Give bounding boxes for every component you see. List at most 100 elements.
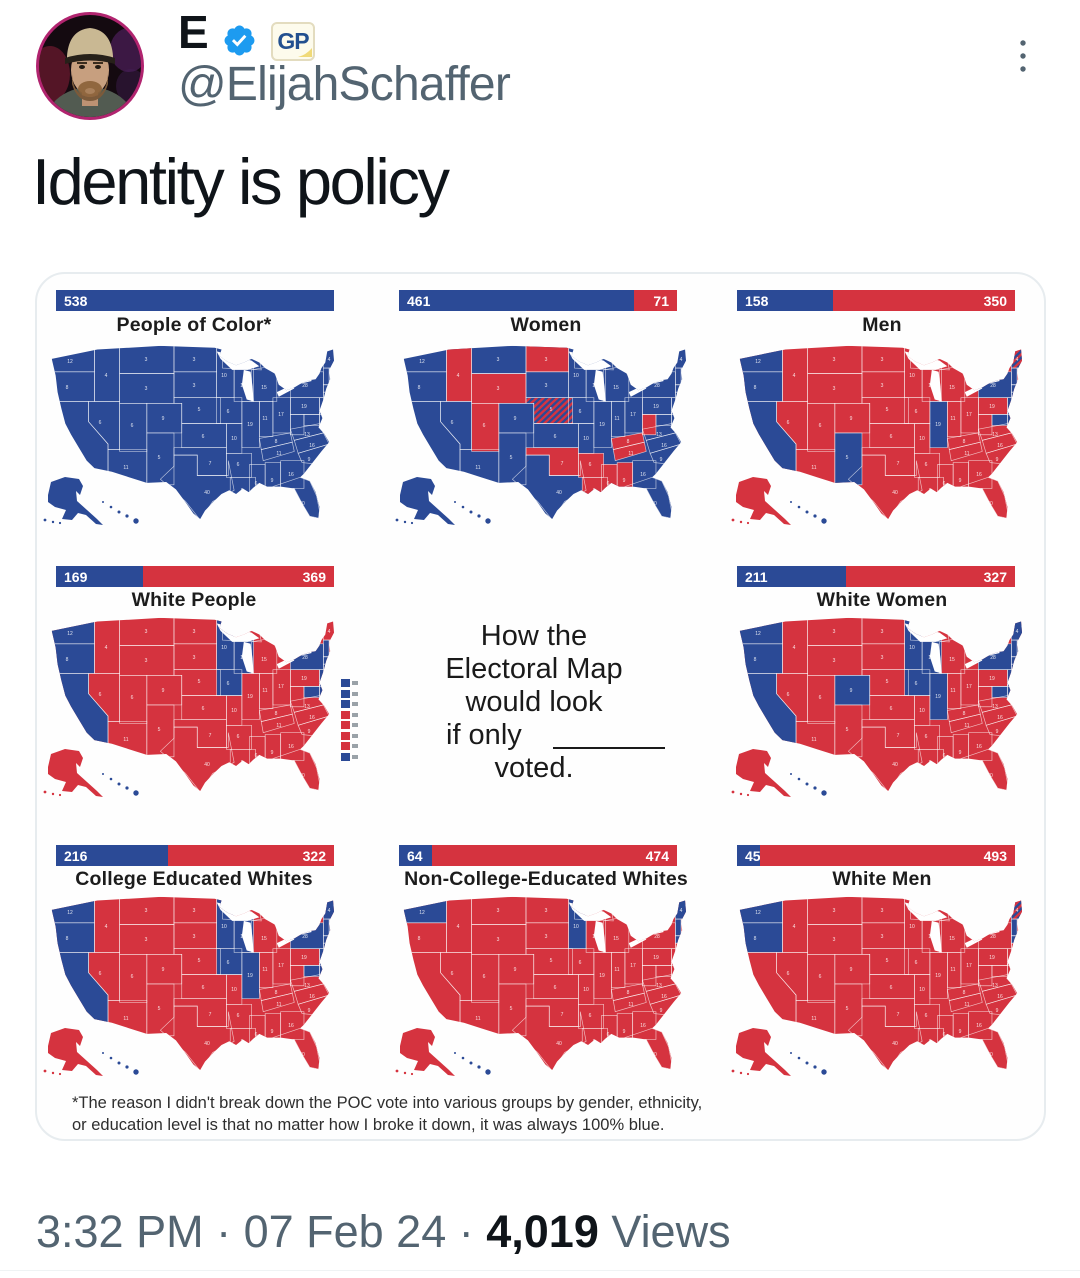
- svg-text:8: 8: [241, 488, 244, 494]
- svg-text:10: 10: [909, 645, 915, 651]
- svg-text:11: 11: [475, 465, 480, 471]
- svg-text:3: 3: [193, 383, 196, 389]
- svg-text:9: 9: [850, 688, 853, 694]
- svg-text:19: 19: [935, 973, 941, 979]
- svg-text:8: 8: [241, 760, 244, 766]
- svg-text:19: 19: [989, 955, 995, 961]
- svg-text:15: 15: [613, 385, 619, 391]
- svg-text:6: 6: [787, 420, 790, 426]
- svg-text:7: 7: [209, 1012, 212, 1018]
- svg-text:13: 13: [304, 983, 310, 989]
- svg-text:10: 10: [919, 987, 925, 993]
- svg-text:9: 9: [162, 967, 165, 973]
- svg-text:6: 6: [451, 971, 454, 977]
- svg-text:8: 8: [963, 990, 966, 996]
- svg-text:3: 3: [833, 357, 836, 363]
- svg-text:12: 12: [419, 359, 425, 365]
- svg-text:5: 5: [198, 958, 201, 964]
- svg-text:6: 6: [943, 481, 946, 487]
- svg-text:4: 4: [1016, 357, 1019, 363]
- svg-text:10: 10: [573, 373, 579, 379]
- svg-text:11: 11: [262, 416, 267, 422]
- svg-text:17: 17: [630, 963, 636, 969]
- svg-text:6: 6: [925, 462, 928, 468]
- svg-text:6: 6: [255, 481, 258, 487]
- svg-text:11: 11: [628, 1002, 633, 1008]
- svg-text:11: 11: [262, 967, 267, 973]
- svg-text:28: 28: [654, 383, 660, 389]
- svg-text:19: 19: [653, 955, 659, 961]
- svg-text:11: 11: [276, 1002, 281, 1008]
- svg-text:10: 10: [919, 436, 925, 442]
- svg-text:8: 8: [627, 990, 630, 996]
- svg-text:9: 9: [996, 1008, 999, 1014]
- svg-text:3: 3: [881, 934, 884, 940]
- svg-text:9: 9: [271, 750, 274, 756]
- svg-text:19: 19: [599, 422, 605, 428]
- svg-text:9: 9: [162, 416, 165, 422]
- svg-text:9: 9: [660, 1008, 663, 1014]
- svg-text:5: 5: [158, 1006, 161, 1012]
- svg-text:8: 8: [418, 385, 421, 391]
- svg-text:55: 55: [754, 435, 760, 441]
- svg-text:8: 8: [241, 1039, 244, 1045]
- svg-text:11: 11: [811, 465, 816, 471]
- svg-text:11: 11: [475, 1016, 480, 1022]
- svg-text:6: 6: [227, 681, 230, 687]
- svg-text:55: 55: [66, 435, 72, 441]
- svg-text:3: 3: [545, 934, 548, 940]
- svg-text:16: 16: [288, 744, 294, 750]
- svg-text:10: 10: [240, 383, 246, 389]
- svg-text:5: 5: [510, 1006, 513, 1012]
- svg-text:30: 30: [299, 1052, 305, 1058]
- svg-text:9: 9: [959, 750, 962, 756]
- svg-text:16: 16: [640, 472, 646, 478]
- svg-text:3: 3: [193, 655, 196, 661]
- svg-text:4: 4: [328, 629, 331, 635]
- svg-text:8: 8: [963, 711, 966, 717]
- svg-text:12: 12: [67, 631, 73, 637]
- svg-text:4: 4: [105, 645, 108, 651]
- svg-text:5: 5: [886, 679, 889, 685]
- svg-text:6: 6: [787, 692, 790, 698]
- svg-text:3: 3: [833, 386, 836, 392]
- svg-text:9: 9: [996, 729, 999, 735]
- svg-text:8: 8: [66, 936, 69, 942]
- svg-text:4: 4: [793, 645, 796, 651]
- svg-text:4: 4: [105, 373, 108, 379]
- svg-text:10: 10: [592, 934, 598, 940]
- svg-text:16: 16: [997, 994, 1003, 1000]
- svg-text:5: 5: [846, 1006, 849, 1012]
- svg-text:9: 9: [850, 416, 853, 422]
- svg-text:6: 6: [890, 434, 893, 440]
- svg-text:6: 6: [579, 409, 582, 415]
- svg-text:28: 28: [302, 934, 308, 940]
- svg-text:3: 3: [497, 357, 500, 363]
- svg-text:6: 6: [819, 974, 822, 980]
- svg-text:10: 10: [221, 373, 227, 379]
- svg-text:3: 3: [145, 658, 148, 664]
- svg-text:5: 5: [846, 455, 849, 461]
- svg-text:10: 10: [221, 645, 227, 651]
- svg-text:5: 5: [510, 455, 513, 461]
- svg-text:9: 9: [959, 1029, 962, 1035]
- svg-text:9: 9: [271, 1029, 274, 1035]
- svg-text:6: 6: [890, 706, 893, 712]
- svg-text:7: 7: [897, 1012, 900, 1018]
- svg-text:28: 28: [302, 383, 308, 389]
- svg-text:30: 30: [651, 1052, 657, 1058]
- svg-text:17: 17: [630, 412, 636, 418]
- svg-text:30: 30: [987, 773, 993, 779]
- svg-text:8: 8: [929, 760, 932, 766]
- svg-text:8: 8: [66, 385, 69, 391]
- svg-text:5: 5: [198, 407, 201, 413]
- svg-text:4: 4: [793, 373, 796, 379]
- svg-text:19: 19: [653, 404, 659, 410]
- svg-text:12: 12: [755, 359, 761, 365]
- svg-text:9: 9: [660, 457, 663, 463]
- svg-text:6: 6: [255, 753, 258, 759]
- svg-text:6: 6: [227, 960, 230, 966]
- svg-text:28: 28: [990, 934, 996, 940]
- svg-text:10: 10: [221, 924, 227, 930]
- svg-text:15: 15: [613, 936, 619, 942]
